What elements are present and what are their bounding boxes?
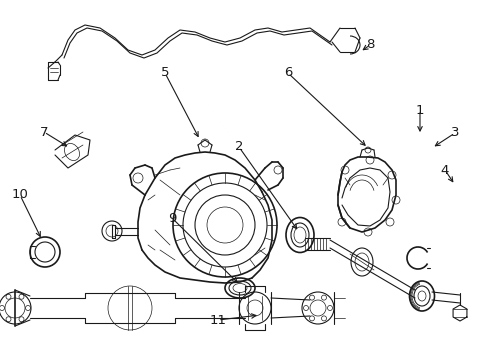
Text: 11: 11 [210, 314, 226, 327]
Text: 4: 4 [441, 163, 449, 176]
Text: 6: 6 [284, 67, 292, 80]
Text: 10: 10 [12, 189, 28, 202]
Text: 8: 8 [366, 39, 374, 51]
Text: 3: 3 [451, 126, 459, 139]
Text: 5: 5 [161, 67, 169, 80]
Text: 2: 2 [235, 140, 243, 153]
Text: 7: 7 [40, 126, 48, 139]
Text: 1: 1 [416, 104, 424, 117]
Text: 9: 9 [168, 211, 176, 225]
